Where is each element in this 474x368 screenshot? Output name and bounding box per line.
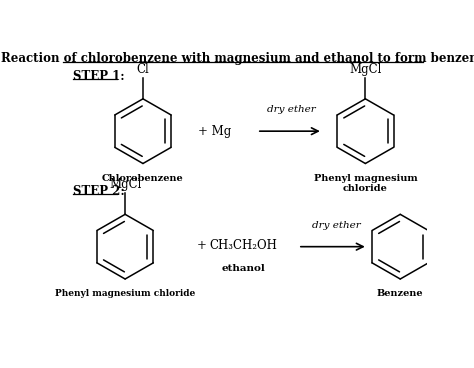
Text: Chlorobenzene: Chlorobenzene	[102, 174, 184, 183]
Text: Benzene: Benzene	[377, 289, 424, 298]
Text: dry ether: dry ether	[312, 221, 361, 230]
Text: Phenyl magnesium chloride: Phenyl magnesium chloride	[55, 289, 195, 298]
Text: Reaction of chlorobenzene with magnesium and ethanol to form benzene: Reaction of chlorobenzene with magnesium…	[1, 52, 474, 65]
Text: ethanol: ethanol	[222, 263, 265, 273]
Text: dry ether: dry ether	[267, 105, 316, 114]
Text: STEP 2:: STEP 2:	[73, 185, 125, 198]
Text: STEP 1:: STEP 1:	[73, 70, 125, 82]
Text: MgCl: MgCl	[349, 63, 382, 75]
Text: MgCl: MgCl	[109, 178, 141, 191]
Text: Phenyl magnesium
chloride: Phenyl magnesium chloride	[313, 174, 417, 193]
Text: CH₃CH₂OH: CH₃CH₂OH	[210, 238, 277, 252]
Text: + Mg: + Mg	[198, 125, 231, 138]
Text: Cl: Cl	[137, 63, 149, 75]
Text: +: +	[197, 238, 211, 252]
